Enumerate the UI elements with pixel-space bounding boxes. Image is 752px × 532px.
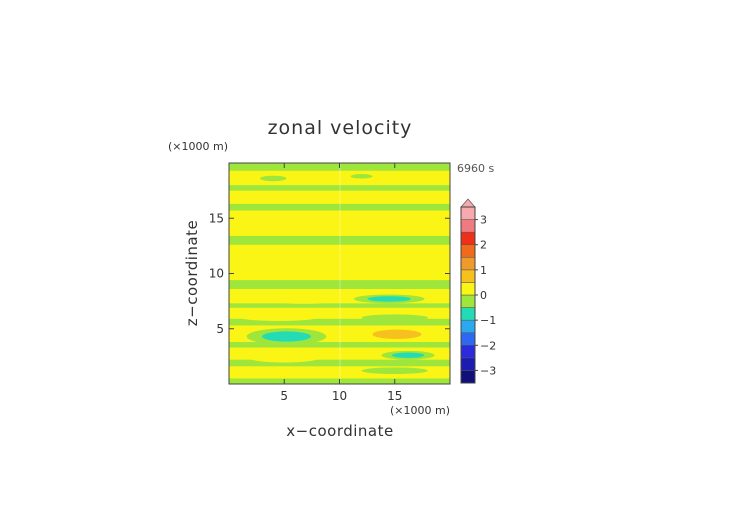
colorbar-tick-label: 0 (480, 289, 487, 302)
time-label: 6960 s (457, 162, 494, 175)
colorbar-level (460, 219, 476, 233)
field-contour (361, 367, 428, 375)
colorbar-level (460, 345, 476, 359)
field-contour (265, 293, 343, 304)
y-tick-label: 5 (216, 322, 224, 336)
field-band (229, 342, 450, 348)
colorbar-level (460, 206, 476, 220)
colorbar-level (460, 231, 476, 245)
colorbar-level (460, 307, 476, 321)
x-tick-label: 5 (280, 389, 288, 403)
colorbar-tick-label: 1 (480, 264, 487, 277)
field-contour (396, 173, 426, 180)
colorbar-level (460, 357, 476, 371)
y-tick-label: 15 (209, 211, 224, 225)
field-contour (261, 331, 311, 342)
colorbar-level (460, 244, 476, 258)
field-band (229, 235, 450, 245)
colorbar-tick-label: 2 (480, 239, 487, 252)
x-tick-label: 15 (387, 389, 402, 403)
field-contour (361, 314, 428, 322)
field-band (229, 318, 450, 326)
colorbar-level (460, 294, 476, 308)
x-axis: 5 10 15 (280, 163, 402, 403)
colorbar-level (460, 269, 476, 283)
colorbar-level (460, 257, 476, 271)
colorbar-level (460, 332, 476, 346)
y-unit-label: (×1000 m) (168, 140, 228, 153)
y-tick-label: 10 (209, 267, 224, 281)
field-band (229, 359, 450, 367)
colorbar: 3 2 1 0 −1 −2 −3 (460, 198, 496, 384)
field-band (229, 185, 450, 191)
field-contour (236, 312, 321, 322)
field-contour (251, 369, 318, 377)
y-axis: 5 10 15 (209, 211, 450, 336)
x-unit-label: (×1000 m) (390, 404, 450, 417)
colorbar-tick-label: 3 (480, 214, 487, 227)
x-axis-label: x−coordinate (286, 422, 393, 440)
field-contour (372, 329, 422, 340)
colorbar-level (460, 282, 476, 296)
field-contour (247, 352, 321, 363)
colorbar-tick-label: −3 (480, 364, 496, 377)
colorbar-level (460, 319, 476, 333)
field-contour (350, 174, 373, 179)
field-band (229, 303, 450, 308)
colorbar-tick-label: −2 (480, 339, 496, 352)
velocity-field (229, 163, 450, 384)
y-axis-label: z−coordinate (183, 220, 201, 326)
field-band (229, 203, 450, 211)
colorbar-extend-arrow (460, 198, 476, 208)
field-contour (391, 352, 425, 358)
field-contour (259, 175, 287, 182)
field-band (229, 280, 450, 289)
field-contour (367, 296, 411, 302)
colorbar-level (460, 370, 476, 384)
chart-title: zonal velocity (268, 117, 413, 139)
x-tick-label: 10 (332, 389, 347, 403)
colorbar-tick-label: −1 (480, 314, 496, 327)
